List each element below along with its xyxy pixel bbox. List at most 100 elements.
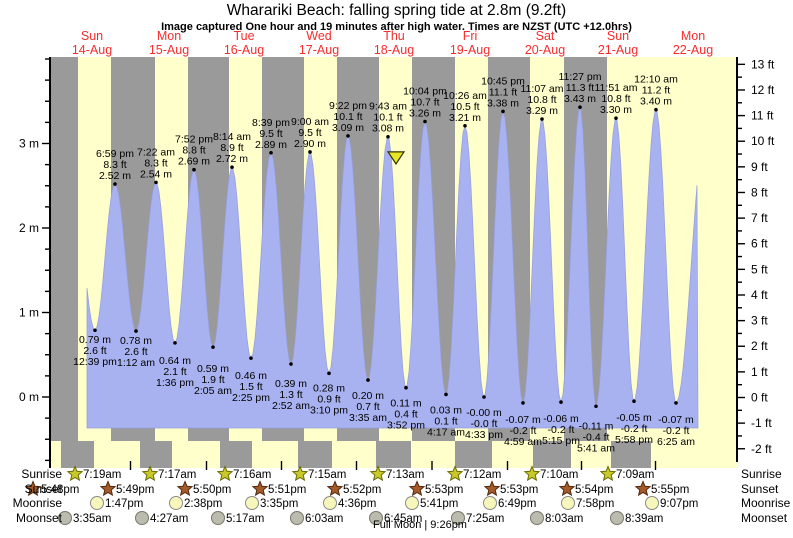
moonset-time: 6:45am	[384, 513, 422, 525]
moonset-circle-icon	[610, 511, 624, 525]
high-tide-dot	[386, 134, 390, 139]
moonset-circle-icon	[290, 511, 304, 525]
high-tide-label: 10:04 pm 10.7 ft 3.26 m	[403, 86, 447, 120]
day-date-label: 20-Aug	[525, 43, 565, 57]
low-tide-label: 0.46 m 1.5 ft 2:25 pm	[232, 370, 270, 404]
day-date-label: 22-Aug	[673, 43, 713, 57]
sunset-time: 5:53pm	[425, 484, 463, 496]
sunrise-star-icon	[599, 465, 617, 482]
day-date-label: 17-Aug	[299, 43, 339, 57]
low-tide-dot	[444, 392, 448, 397]
sunrise-star-icon	[141, 465, 159, 482]
legend-sunset-left: Sunset	[24, 482, 62, 496]
legend-moonset-right: Moonset	[741, 511, 788, 525]
sunrise-time: 7:16am	[233, 469, 271, 481]
night-band	[50, 57, 78, 441]
low-tide-label: 0.79 m 2.6 ft 12:39 pm	[73, 334, 117, 368]
moonrise-time: 6:49pm	[498, 498, 536, 510]
low-tide-dot	[93, 328, 97, 333]
moon-up-band	[252, 441, 298, 468]
right-axis-label: 11 ft	[751, 109, 774, 123]
moon-up-band	[50, 441, 61, 468]
sunrise-time: 7:10am	[540, 469, 578, 481]
day-name-label: Thu	[383, 29, 405, 43]
legend-sunset-right: Sunset	[741, 482, 779, 496]
right-axis-label: -2 ft	[751, 442, 772, 456]
sunset-time: 5:48pm	[41, 484, 79, 496]
high-tide-dot	[501, 109, 505, 114]
moonset-time: 5:17am	[226, 513, 264, 525]
high-tide-label: 9:22 pm 10.1 ft 3.09 m	[329, 100, 367, 134]
moon-up-band	[492, 441, 533, 468]
low-tide-label: -0.00 m -0.0 ft 4:33 pm	[465, 407, 503, 441]
low-tide-dot	[366, 378, 370, 382]
right-axis-label: 3 ft	[751, 314, 768, 328]
moon-up-band	[651, 441, 737, 468]
sunrise-time: 7:09am	[616, 469, 654, 481]
moonrise-circle-icon	[483, 496, 497, 510]
high-tide-label: 8:39 pm 9.5 ft 2.89 m	[252, 117, 290, 151]
low-tide-dot	[289, 362, 293, 366]
moonrise-time: 9:07pm	[660, 498, 698, 510]
right-axis-label: 9 ft	[751, 160, 768, 174]
low-tide-dot	[482, 395, 486, 399]
moonrise-circle-icon	[245, 496, 259, 510]
left-axis-label: 0 m	[19, 390, 39, 404]
sunset-star-icon	[251, 480, 269, 497]
sunset-star-icon	[99, 480, 117, 497]
moonrise-time: 1:47pm	[105, 498, 143, 510]
sunrise-star-icon	[369, 465, 387, 482]
moon-up-band	[571, 441, 611, 468]
day-name-label: Sat	[536, 29, 555, 43]
high-tide-label: 7:22 am 8.3 ft 2.54 m	[137, 146, 175, 180]
sunset-time: 5:51pm	[268, 484, 306, 496]
moonset-circle-icon	[369, 511, 383, 525]
legend-sunrise-left: Sunrise	[21, 467, 62, 481]
sunrise-star-icon	[523, 465, 541, 482]
low-tide-dot	[211, 345, 215, 349]
high-tide-label: 7:52 pm 8.8 ft 2.69 m	[175, 134, 213, 168]
right-axis-label: -1 ft	[751, 416, 772, 430]
high-tide-dot	[540, 117, 544, 121]
right-axis-label: 5 ft	[751, 262, 768, 276]
legend-moonrise-left: Moonrise	[12, 496, 62, 510]
high-tide-dot	[230, 165, 234, 169]
legend-sunrise-right: Sunrise	[741, 467, 782, 481]
low-tide-label: 0.28 m 0.9 ft 3:10 pm	[310, 382, 348, 416]
right-axis-label: 4 ft	[751, 288, 768, 302]
low-tide-dot	[594, 404, 598, 409]
low-tide-dot	[173, 341, 177, 345]
day-name-label: Sun	[607, 29, 629, 43]
moonset-circle-icon	[58, 511, 72, 525]
full-moon-note: Full Moon | 9:26pm	[373, 519, 467, 531]
day-date-label: 19-Aug	[450, 43, 490, 57]
right-axis-label: 12 ft	[751, 83, 775, 97]
low-tide-label: -0.07 m -0.2 ft 4:59 am	[504, 414, 542, 448]
high-tide-label: 12:10 am 11.2 ft 3.40 m	[634, 74, 678, 108]
moonset-circle-icon	[451, 511, 465, 525]
right-axis-label: 10 ft	[751, 134, 775, 148]
low-tide-dot	[674, 401, 678, 405]
moonset-time: 3:35am	[73, 513, 111, 525]
right-axis-label: 2 ft	[751, 339, 768, 353]
sunset-star-icon	[558, 480, 576, 497]
low-tide-dot	[521, 401, 525, 405]
high-tide-dot	[654, 107, 658, 112]
capture-note: Image captured One hour and 19 minutes a…	[161, 21, 632, 33]
day-date-label: 21-Aug	[598, 43, 638, 57]
high-tide-label: 11:27 pm 11.3 ft 3.43 m	[559, 71, 602, 105]
day-date-label: 14-Aug	[72, 43, 112, 57]
sunset-star-icon	[176, 480, 194, 497]
right-axis-label: 8 ft	[751, 185, 768, 199]
low-tide-label: -0.07 m -0.2 ft 6:25 am	[657, 414, 695, 448]
high-tide-label: 10:26 am 10.5 ft 3.21 m	[443, 90, 487, 124]
sunset-star-icon	[24, 480, 42, 497]
high-tide-label: 9:00 am 9.5 ft 2.90 m	[291, 116, 329, 150]
moonset-time: 6:03am	[305, 513, 343, 525]
low-tide-label: 0.78 m 2.6 ft 1:12 am	[117, 335, 155, 369]
low-tide-label: 0.39 m 1.3 ft 2:52 am	[272, 378, 310, 412]
low-tide-dot	[327, 371, 331, 376]
high-tide-dot	[269, 150, 273, 155]
low-tide-dot	[632, 399, 636, 404]
page-title: Wharariki Beach: falling spring tide at …	[226, 2, 567, 19]
